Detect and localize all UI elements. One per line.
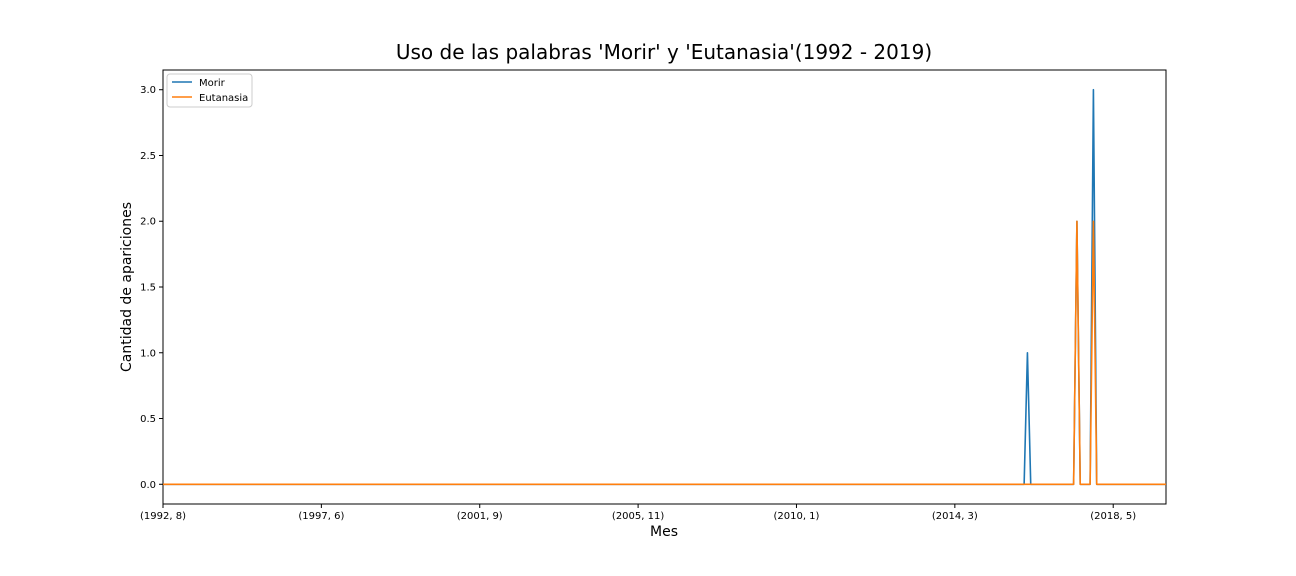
y-tick-label: 1.0 xyxy=(140,348,156,359)
x-tick-label: (1992, 8) xyxy=(140,511,186,522)
y-axis-label: Cantidad de apariciones xyxy=(119,202,135,372)
x-tick-label: (2018, 5) xyxy=(1090,511,1136,522)
plot-area: (1992, 8) (1997, 6) (2001, 9) (2005, 11) (20… xyxy=(140,69,1167,522)
legend-label-eutanasia: Eutanasia xyxy=(199,93,248,104)
y-tick-label: 2.0 xyxy=(140,217,156,228)
x-axis-ticks: (1992, 8) (1997, 6) (2001, 9) (2005, 11) (20… xyxy=(140,504,1136,522)
legend: Morir Eutanasia xyxy=(166,73,253,108)
y-tick-label: 0.5 xyxy=(140,414,156,425)
x-axis-label: Mes xyxy=(650,524,678,540)
x-tick-label: (2005, 11) xyxy=(612,511,664,522)
y-tick-label: 0.0 xyxy=(140,480,156,491)
y-tick-label: 3.0 xyxy=(140,85,156,96)
x-tick-label: (2001, 9) xyxy=(457,511,503,522)
legend-label-morir: Morir xyxy=(199,78,226,89)
x-tick-label: (1997, 6) xyxy=(298,511,344,522)
y-tick-label: 1.5 xyxy=(140,283,156,294)
y-tick-label: 2.5 xyxy=(140,151,156,162)
chart-title: Uso de las palabras 'Morir' y 'Eutanasia… xyxy=(396,40,932,64)
y-axis-ticks: 0.0 0.5 1.0 1.5 2.0 2.5 3.0 xyxy=(140,85,163,491)
x-tick-label: (2014, 3) xyxy=(932,511,978,522)
series-line-eutanasia xyxy=(163,220,1166,486)
x-tick-label: (2010, 1) xyxy=(773,511,819,522)
series-layer xyxy=(163,88,1166,486)
